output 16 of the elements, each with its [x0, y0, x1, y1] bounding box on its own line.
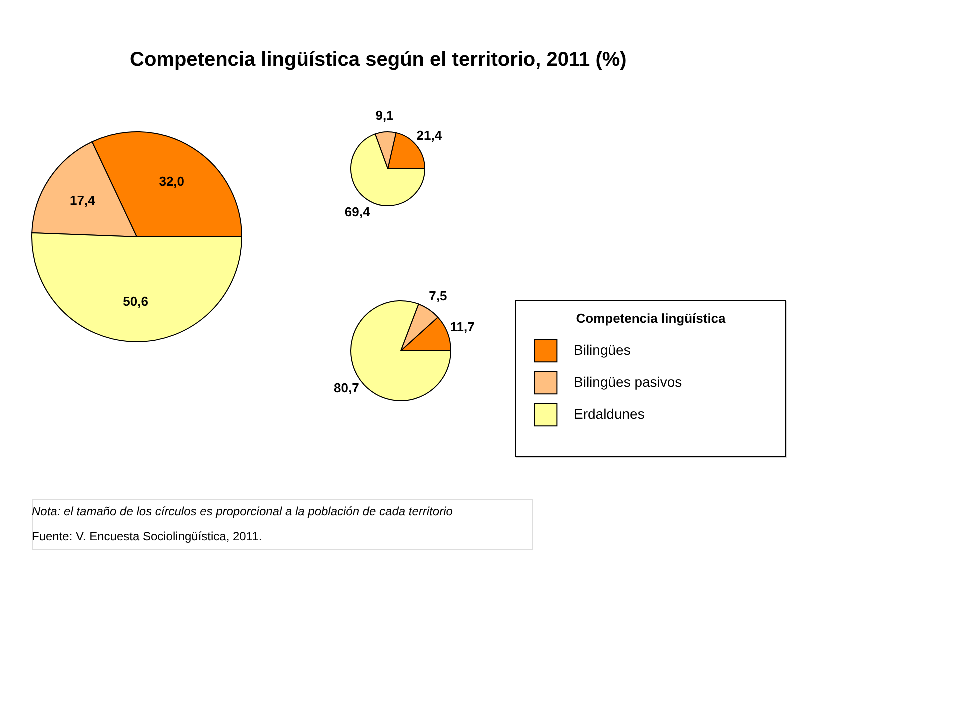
data-label: 50,6	[123, 294, 148, 310]
data-label: 32,0	[159, 174, 185, 190]
text: Competencia lingüística según el territorio, 2011 (%)	[130, 49, 627, 72]
legend-label: Bilingües	[574, 342, 631, 358]
data-label: 11,7	[450, 319, 475, 334]
data-label: 80,7	[334, 380, 360, 396]
data-label: 17,4	[70, 193, 96, 208]
data-label: 7,5	[429, 288, 448, 304]
text: Nota: el tamaño de los círculos es proporcional a la población de cada territorio	[32, 504, 454, 518]
source-note: Fuente: V. Encuesta Sociolingüística, 2011.	[32, 530, 262, 544]
data-label: 21,4	[416, 128, 443, 143]
legend-label: Erdaldunes	[574, 406, 645, 422]
data-label: 69,4	[344, 204, 371, 220]
legend-title: Competencia lingüística	[576, 311, 727, 326]
legend-label: Bilingües pasivos	[574, 374, 682, 390]
data-label: 9,1	[376, 108, 394, 124]
